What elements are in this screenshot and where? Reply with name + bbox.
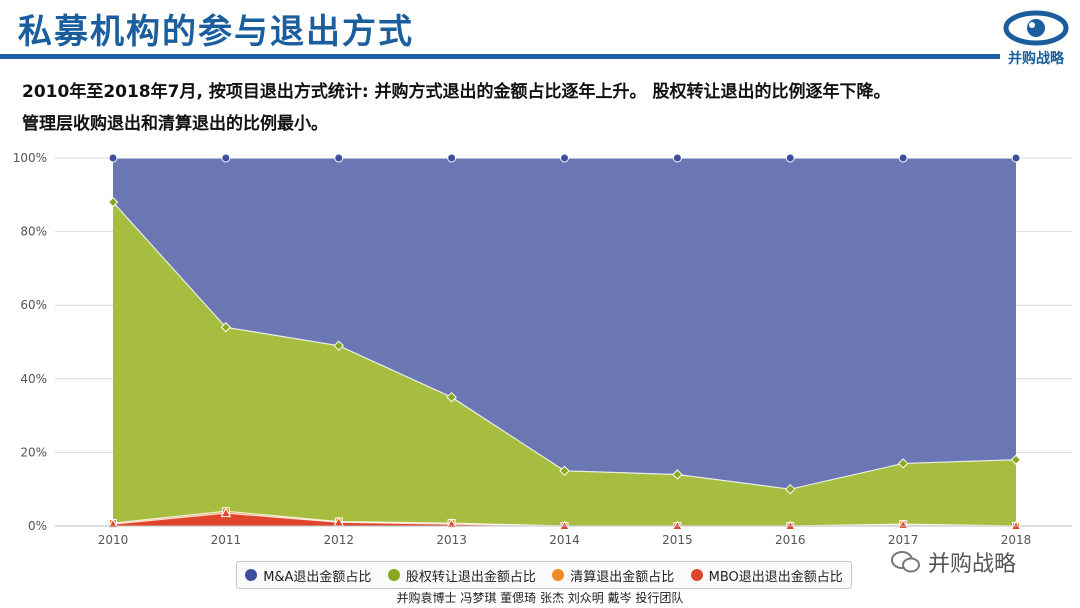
x-tick-label: 2012 xyxy=(323,533,354,547)
x-tick-label: 2013 xyxy=(436,533,467,547)
eye-icon xyxy=(1003,10,1069,46)
legend-label-liquidation: 清算退出金额占比 xyxy=(570,569,675,585)
point-ma xyxy=(898,153,908,163)
area-ma xyxy=(113,158,1016,490)
point-ma xyxy=(447,153,457,163)
legend-swatch-liquidation xyxy=(552,569,565,581)
legend-label-ma: M&A退出金额占比 xyxy=(263,569,372,585)
point-equity xyxy=(446,391,457,403)
y-tick-label: 20% xyxy=(20,445,47,459)
point-equity xyxy=(333,340,344,351)
point-equity xyxy=(672,469,683,480)
legend-label-equity: 股权转让退出金额占比 xyxy=(405,569,536,585)
watermark-text: 并购战略 xyxy=(928,552,1017,577)
point-equity xyxy=(107,196,119,208)
subtitle-line-2: 管理层收购退出和清算退出的比例最小。 xyxy=(22,114,328,134)
x-tick-label: 2017 xyxy=(888,533,919,547)
legend-item-ma[interactable]: M&A退出金额占比 xyxy=(245,566,371,585)
y-tick-label: 0% xyxy=(28,519,47,533)
x-tick-label: 2010 xyxy=(98,533,129,547)
stacked-area-chart: 0% 20% 40% 60% 80% 100% 2010 2011 2012 2013 2014 20… xyxy=(13,151,1072,547)
legend-swatch-equity xyxy=(387,569,400,581)
point-ma xyxy=(221,153,231,163)
legend-swatch-ma xyxy=(245,569,258,581)
wechat-icon xyxy=(891,551,920,573)
x-tick-label: 2016 xyxy=(775,533,806,547)
y-tick-label: 60% xyxy=(20,298,47,312)
logo-text: 并购战略 xyxy=(1008,51,1064,67)
point-equity xyxy=(220,322,232,333)
legend-item-liquidation[interactable]: 清算退出金额占比 xyxy=(552,566,674,585)
legend-item-mbo[interactable]: MBO退出退出金额占比 xyxy=(690,566,843,585)
point-equity xyxy=(785,483,796,495)
point-equity xyxy=(897,458,909,469)
subtitle-line-1: 2010年至2018年7月, 按项目退出方式统计: 并购方式退出的金额占比逐年上… xyxy=(22,82,891,102)
brand-logo: 并购战略 xyxy=(1000,6,1072,68)
x-tick-label: 2014 xyxy=(549,533,580,547)
subtitle: 2010年至2018年7月, 按项目退出方式统计: 并购方式退出的金额占比逐年上… xyxy=(22,76,1062,140)
point-ma xyxy=(560,153,569,163)
watermark: 并购战略 xyxy=(890,546,1016,578)
y-tick-label: 80% xyxy=(20,225,47,239)
y-tick-label: 100% xyxy=(13,151,47,165)
area-equity xyxy=(113,202,1016,526)
point-equity xyxy=(1010,454,1022,465)
point-ma xyxy=(108,153,118,163)
credits: 并购袁博士 冯梦琪 董偲琦 张杰 刘众明 戴岑 投行团队 xyxy=(396,591,684,605)
y-tick-label: 40% xyxy=(20,372,47,386)
page-title: 私募机构的参与退出方式 xyxy=(18,12,414,52)
x-tick-label: 2018 xyxy=(1001,533,1032,547)
title-underline xyxy=(0,54,1000,59)
point-equity xyxy=(559,465,570,477)
chart-legend: M&A退出金额占比 股权转让退出金额占比 清算退出金额占比 MBO退出退出金额占… xyxy=(236,561,852,589)
point-ma xyxy=(1011,153,1021,163)
x-tick-label: 2011 xyxy=(211,533,242,547)
legend-swatch-mbo xyxy=(690,569,703,581)
x-tick-label: 2015 xyxy=(662,533,693,547)
legend-item-equity[interactable]: 股权转让退出金额占比 xyxy=(387,566,536,585)
point-ma xyxy=(785,153,795,163)
point-ma xyxy=(334,153,344,163)
point-ma xyxy=(672,153,682,163)
legend-label-mbo: MBO退出退出金额占比 xyxy=(708,569,843,585)
point-mbo xyxy=(220,507,232,518)
